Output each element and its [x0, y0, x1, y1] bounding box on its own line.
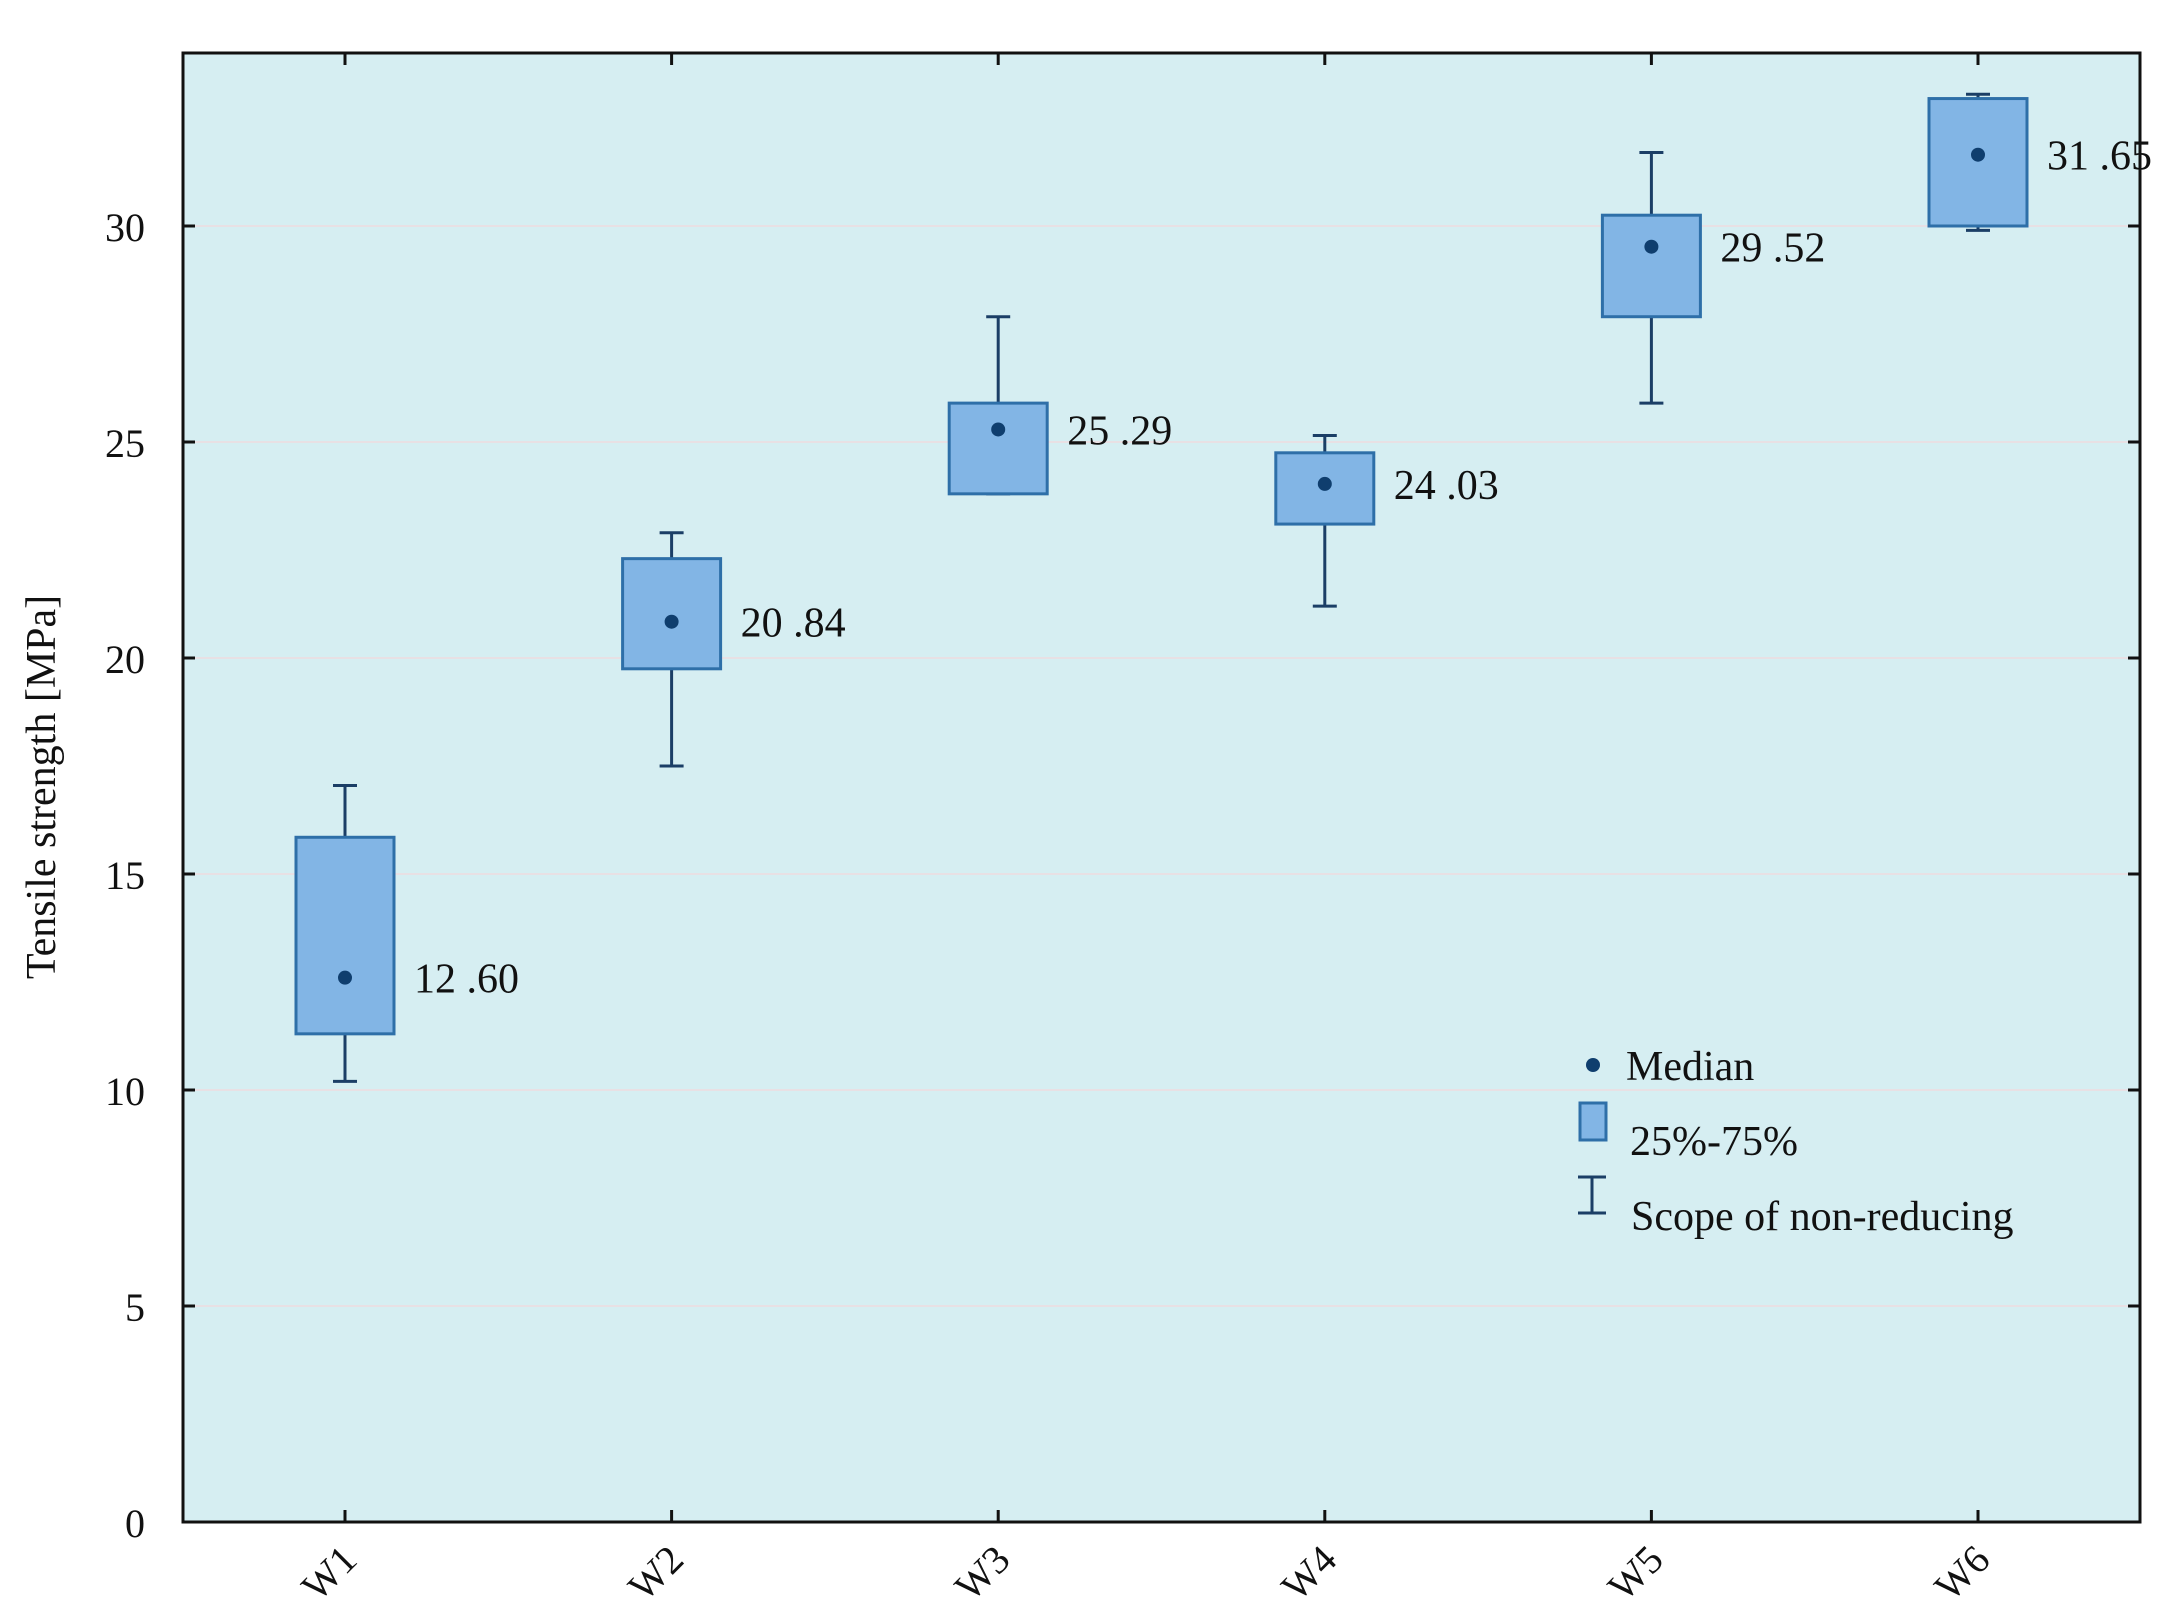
median-label-W1: 12 .60 [414, 957, 519, 1003]
legend-whisker-icon [1578, 1175, 1606, 1215]
x-tick-label-W4: W4 [1272, 1537, 1345, 1600]
box-W2: 20 .84 [621, 531, 846, 768]
y-tick-label-15: 15 [105, 853, 145, 898]
iqr-box-W2 [621, 557, 723, 671]
y-tick-label-10: 10 [105, 1069, 145, 1114]
y-axis-label: Tensile strength [MPa] [19, 595, 65, 979]
x-tick-label-W5: W5 [1599, 1537, 1672, 1600]
plot-frame [181, 51, 2142, 1524]
median-label-W2: 20 .84 [741, 601, 846, 647]
y-tick-label-0: 0 [125, 1501, 145, 1546]
legend-whisker-label: Scope of non-reducing [1631, 1194, 2014, 1240]
median-point-W5 [1644, 239, 1659, 254]
y-tick-label-20: 20 [105, 637, 145, 682]
median-label-W6: 31 .65 [2047, 134, 2152, 180]
legend-box-icon [1578, 1101, 1608, 1142]
median-label-W3: 25 .29 [1067, 408, 1172, 454]
median-label-W4: 24 .03 [1394, 463, 1499, 509]
iqr-box-W1 [294, 835, 396, 1036]
legend-box-label: 25%-75% [1630, 1119, 1798, 1165]
median-point-W3 [991, 422, 1006, 437]
median-point-W4 [1317, 476, 1332, 491]
box-W3: 25 .29 [947, 315, 1172, 496]
x-tick-label-W2: W2 [619, 1537, 692, 1600]
legend-median-icon [1586, 1058, 1600, 1072]
median-point-W6 [1971, 147, 1985, 162]
box-series: 12 .60 20 .84 25 .29 24 .03 29 .52 31 .65 [294, 92, 2152, 1083]
box-W5: 29 .52 [1600, 151, 1825, 405]
median-point-W2 [664, 614, 679, 629]
median-point-W1 [338, 970, 352, 985]
y-tick-label-5: 5 [125, 1285, 145, 1330]
grid [183, 225, 2140, 1307]
box-W4: 24 .03 [1274, 434, 1499, 608]
x-tick-label-W1: W1 [293, 1537, 366, 1600]
y-tick-label-25: 25 [105, 421, 145, 466]
y-tick-label-30: 30 [105, 205, 145, 250]
legend-median-label: Median [1626, 1044, 1754, 1090]
x-tick-label-W3: W3 [946, 1537, 1019, 1600]
iqr-box-W6 [1927, 97, 2029, 228]
iqr-box-W5 [1600, 213, 1702, 319]
box-W6: 31 .65 [1927, 92, 2152, 232]
plot-background [183, 53, 2140, 1522]
box-W1: 12 .60 [294, 783, 519, 1083]
x-tick-label-W6: W6 [1926, 1537, 1999, 1600]
legend: Median 25%-75% Scope of non-reducing [1578, 1044, 2014, 1240]
median-label-W5: 29 .52 [1720, 226, 1825, 272]
iqr-box-W3 [947, 401, 1049, 496]
